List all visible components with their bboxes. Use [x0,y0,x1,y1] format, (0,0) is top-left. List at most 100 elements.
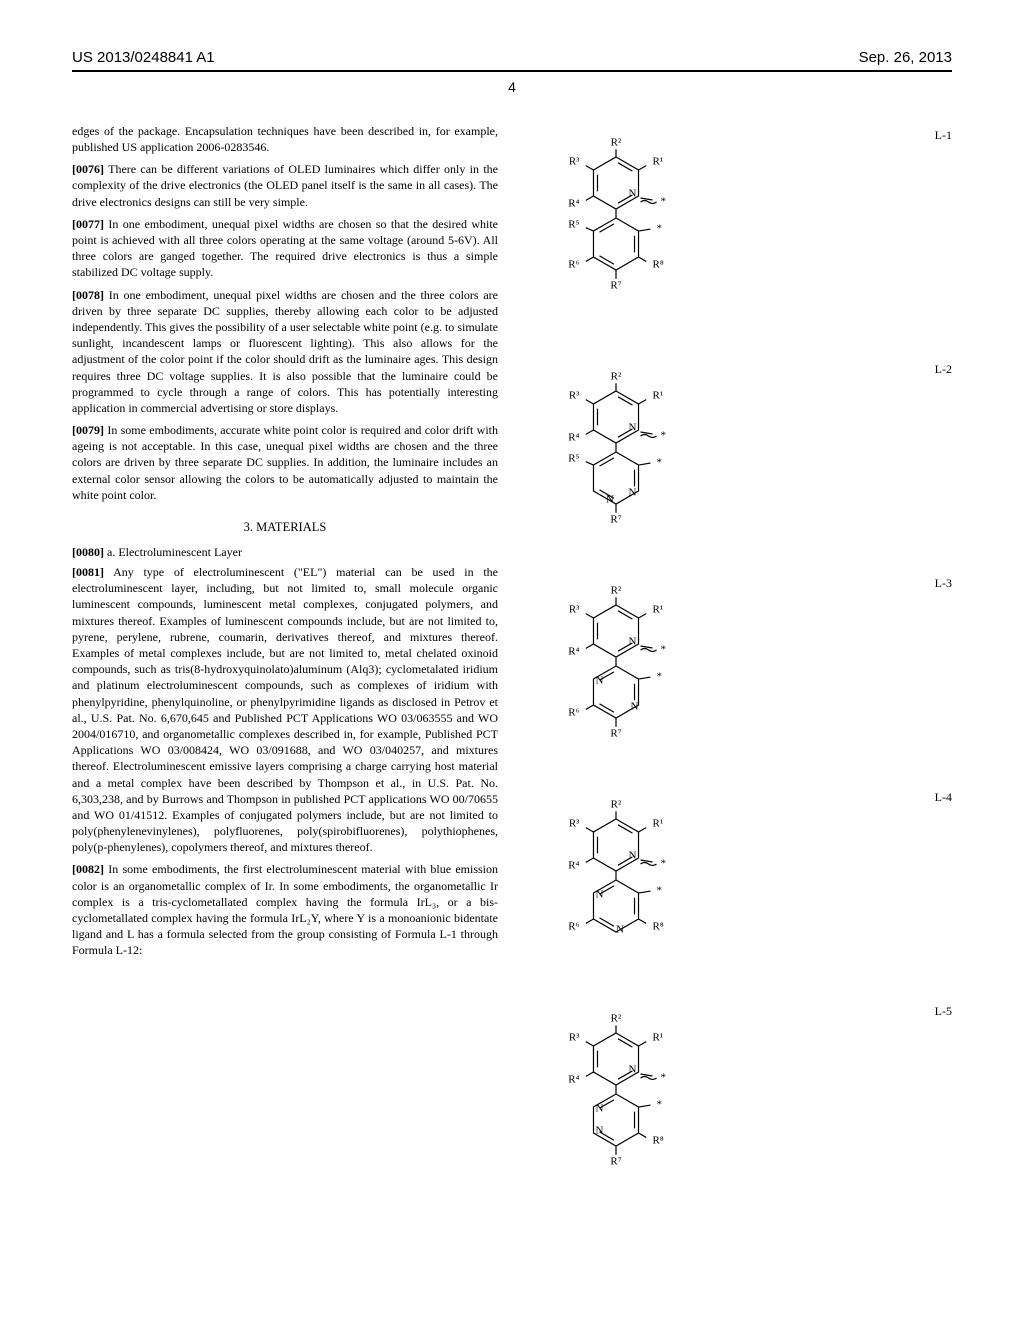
sub-heading: [0080] a. Electroluminescent Layer [72,544,498,560]
structure-L-3: L-3 N * R² R³ R¹ R⁴ * N N R⁶ R⁷ [526,571,952,781]
svg-text:R⁸: R⁸ [653,1134,664,1146]
svg-text:*: * [657,222,663,234]
svg-text:*: * [661,857,667,869]
svg-text:N: N [629,635,637,647]
svg-text:N: N [596,674,604,686]
svg-text:*: * [661,429,667,441]
svg-text:R³: R³ [569,155,580,167]
two-column-layout: edges of the package. Encapsulation tech… [72,123,952,1213]
chemical-structure-icon: N * R² R³ R¹ R⁴ * N N R⁶ R⁷ [526,571,746,781]
page-number: 4 [72,78,952,97]
paragraph-0082: [0082] In some embodiments, the first el… [72,861,498,958]
svg-text:*: * [661,643,667,655]
structure-label: L-4 [935,789,952,805]
paragraph-0076: [0076] There can be different variations… [72,161,498,210]
svg-text:*: * [657,884,663,896]
svg-text:R⁶: R⁶ [568,920,579,932]
structure-L-4: L-4 N * R² R³ R¹ R⁴ * N N R⁶ R⁸ [526,785,952,995]
left-column: edges of the package. Encapsulation tech… [72,123,498,1213]
svg-text:R⁷: R⁷ [610,727,621,739]
svg-text:R²: R² [611,584,622,596]
para-number: [0078] [72,288,104,302]
structure-label: L-1 [935,127,952,143]
svg-text:*: * [657,1098,663,1110]
para-number: [0077] [72,217,104,231]
para-number: [0081] [72,565,104,579]
para-number: [0079] [72,423,104,437]
publication-date: Sep. 26, 2013 [859,48,952,68]
svg-text:R⁷: R⁷ [610,279,621,291]
svg-text:N: N [596,1124,604,1136]
sub-heading-text: a. Electroluminescent Layer [107,545,242,559]
svg-text:R³: R³ [569,817,580,829]
svg-text:R¹: R¹ [653,1031,664,1043]
svg-text:R⁸: R⁸ [653,258,664,270]
paragraph-0081: [0081] Any type of electroluminescent ("… [72,564,498,855]
svg-text:R⁴: R⁴ [568,859,579,871]
publication-number: US 2013/0248841 A1 [72,48,215,68]
para-text: In one embodiment, unequal pixel widths … [72,288,498,415]
svg-text:R¹: R¹ [653,603,664,615]
section-heading: 3. MATERIALS [72,519,498,536]
svg-text:R¹: R¹ [653,155,664,167]
paragraph-0079: [0079] In some embodiments, accurate whi… [72,422,498,503]
structure-L-2: L-2 N * R² R³ R¹ R⁴ * N N R⁵ R⁷ [526,357,952,567]
svg-text:R²: R² [611,1012,622,1024]
para-number: [0080] [72,545,104,559]
svg-text:R¹: R¹ [653,817,664,829]
para-number: [0082] [72,862,104,876]
svg-text:N: N [629,486,637,498]
para-text: In one embodiment, unequal pixel widths … [72,217,498,280]
svg-text:R⁴: R⁴ [568,197,579,209]
svg-text:*: * [657,670,663,682]
svg-text:N: N [629,849,637,861]
para-text: In some embodiments, accurate white poin… [72,423,498,502]
page: US 2013/0248841 A1 Sep. 26, 2013 4 edges… [0,0,1024,1320]
para-text: There can be different variations of OLE… [72,162,498,208]
svg-text:N: N [629,187,637,199]
right-column: L-1 N*R²R³R¹R⁴*R⁵R⁶R⁸R⁷ L-2 N*R²R³R¹R⁴*N… [526,123,952,1213]
structure-label: L-2 [935,361,952,377]
chemical-structure-icon: N*R²R³R¹R⁴*NNR⁸R⁷ [526,999,746,1209]
svg-text:N: N [606,493,614,505]
structure-L-5: L-5 N*R²R³R¹R⁴*NNR⁸R⁷ [526,999,952,1209]
para-number: [0076] [72,162,104,176]
svg-text:R⁵: R⁵ [568,452,579,464]
svg-text:R⁷: R⁷ [610,513,621,525]
svg-text:*: * [661,195,667,207]
svg-text:R⁷: R⁷ [610,1155,621,1167]
svg-text:N: N [629,421,637,433]
chemical-structure-icon: N * R² R³ R¹ R⁴ * N N R⁶ R⁸ [526,785,746,995]
svg-text:R⁶: R⁶ [568,706,579,718]
paragraph-0077: [0077] In one embodiment, unequal pixel … [72,216,498,281]
svg-text:R⁵: R⁵ [568,218,579,230]
svg-text:R⁶: R⁶ [568,258,579,270]
continuation-paragraph: edges of the package. Encapsulation tech… [72,123,498,155]
svg-text:R¹: R¹ [653,389,664,401]
svg-text:R³: R³ [569,1031,580,1043]
svg-text:N: N [631,700,639,712]
svg-text:R⁸: R⁸ [653,920,664,932]
svg-text:*: * [661,1071,667,1083]
svg-text:R³: R³ [569,603,580,615]
structure-label: L-3 [935,575,952,591]
chemical-structure-icon: N * R² R³ R¹ R⁴ * N N R⁵ R⁷ [526,357,746,567]
svg-text:*: * [657,456,663,468]
svg-text:N: N [616,923,624,935]
structure-L-1: L-1 N * R² R³ R¹ R⁴ * R⁵ R⁶ R⁸ R⁷ [526,123,952,353]
para-text: In some embodiments, the first electrolu… [72,862,498,957]
svg-text:R⁴: R⁴ [568,645,579,657]
svg-text:R⁴: R⁴ [568,1073,579,1085]
svg-text:R⁴: R⁴ [568,431,579,443]
para-text: Any type of electroluminescent ("EL") ma… [72,565,498,854]
svg-text:R²: R² [611,798,622,810]
structure-label: L-5 [935,1003,952,1019]
header-rule: US 2013/0248841 A1 Sep. 26, 2013 [72,48,952,72]
svg-text:R³: R³ [569,389,580,401]
svg-text:R²: R² [611,370,622,382]
paragraph-0078: [0078] In one embodiment, unequal pixel … [72,287,498,417]
svg-text:R²: R² [611,136,622,148]
chemical-structure-icon: N * R² R³ R¹ R⁴ * R⁵ R⁶ R⁸ R⁷ [526,123,746,353]
svg-text:N: N [596,1102,604,1114]
svg-text:N: N [596,888,604,900]
